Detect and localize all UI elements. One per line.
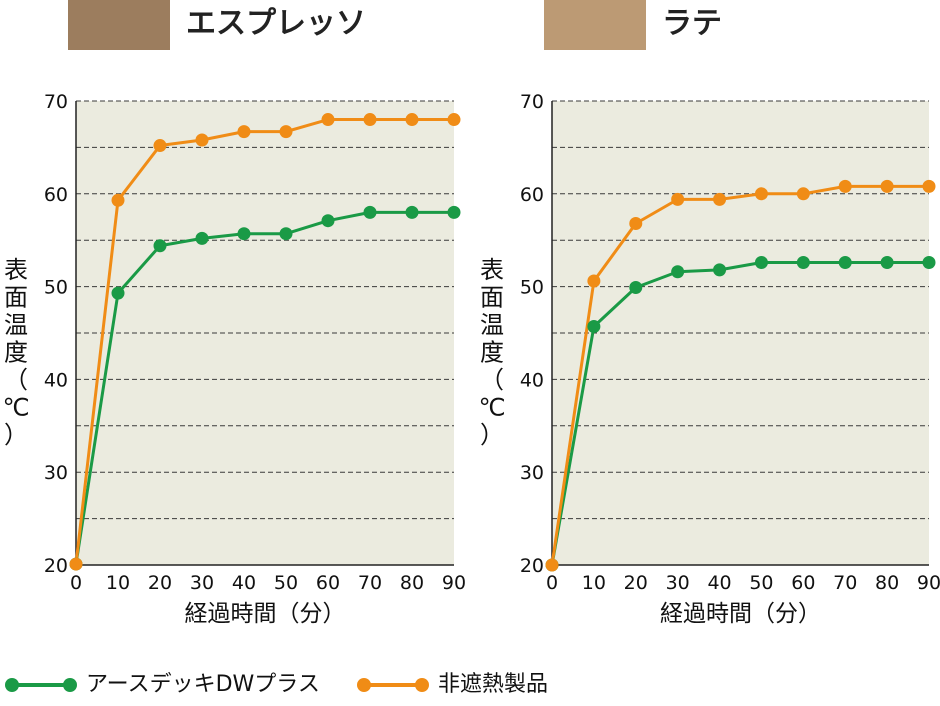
- swatch-espresso: [68, 0, 170, 50]
- charts-canvas: 20 30 40 50 60 70 0 10 20 30 40 50 60 70 80 90 経過時間（分） 表面…: [3, 91, 940, 627]
- series-line-1: [74, 118, 454, 565]
- legend-label-non-heat-shield: 非遮熱製品: [438, 672, 549, 697]
- data-point: [321, 113, 335, 127]
- y-tick-label: 70: [44, 91, 68, 113]
- x-tick-label: 70: [358, 572, 382, 594]
- data-point: [754, 255, 768, 269]
- data-point: [838, 179, 852, 193]
- x-tick-label: 50: [749, 572, 773, 594]
- y-tick-label: 50: [520, 277, 544, 299]
- x-tick-label: 20: [148, 572, 172, 594]
- data-point: [922, 179, 936, 193]
- data-point: [237, 227, 251, 241]
- data-point: [195, 133, 209, 147]
- data-point: [587, 320, 601, 334]
- legend-label-earthdeck: アースデッキDWプラス: [86, 672, 320, 697]
- y-tick-label: 70: [520, 91, 544, 113]
- chart-espresso: 20 30 40 50 60 70 0 10 20 30 40 50 60 70 80 90 経過時間（分） 表面…: [3, 91, 467, 627]
- data-point: [237, 125, 251, 139]
- y-tick-label: 30: [44, 462, 68, 484]
- data-point: [447, 205, 461, 219]
- series-line-0: [550, 260, 929, 566]
- y-tick-label: 60: [44, 184, 68, 206]
- data-point: [69, 557, 83, 571]
- x-axis-label: 経過時間（分）: [660, 601, 821, 627]
- legend-item-non-heat-shield: 非遮熱製品: [352, 668, 612, 702]
- data-point: [629, 281, 643, 295]
- y-tick-label: 40: [44, 369, 68, 391]
- x-tick-label: 40: [707, 572, 731, 594]
- legend-marker-earthdeck: [5, 678, 77, 692]
- legend-marker-non-heat-shield: [357, 678, 429, 692]
- y-axis-label: 表面温度（℃）: [479, 256, 506, 449]
- data-point: [153, 239, 167, 253]
- data-point: [587, 274, 601, 288]
- swatch-latte: [544, 0, 646, 50]
- x-tick-label: 30: [190, 572, 214, 594]
- data-point: [545, 558, 559, 572]
- x-tick-label: 90: [442, 572, 466, 594]
- x-tick-label: 60: [316, 572, 340, 594]
- data-point: [629, 216, 643, 230]
- chart-title-espresso: エスプレッソ: [186, 6, 366, 41]
- data-point: [671, 192, 685, 206]
- data-point: [279, 125, 293, 139]
- data-point: [796, 255, 810, 269]
- x-tick-label: 0: [70, 572, 82, 594]
- y-tick-label: 60: [520, 184, 544, 206]
- data-point: [363, 205, 377, 219]
- data-point: [363, 113, 377, 127]
- chart-latte: 20 30 40 50 60 70 0 10 20 30 40 50 60 70 80 90 経過時間（分） 表面…: [479, 91, 940, 627]
- x-axis-label: 経過時間（分）: [185, 601, 346, 627]
- x-tick-label: 50: [274, 572, 298, 594]
- x-tick-label: 60: [791, 572, 815, 594]
- x-tick-label: 10: [106, 572, 130, 594]
- data-point: [111, 286, 125, 300]
- x-tick-label: 0: [546, 572, 558, 594]
- y-tick-label: 20: [44, 555, 68, 577]
- data-point: [922, 255, 936, 269]
- data-point: [405, 113, 419, 127]
- data-point: [880, 179, 894, 193]
- data-point: [279, 227, 293, 241]
- x-tick-label: 80: [400, 572, 424, 594]
- legend: アースデッキDWプラス 非遮熱製品: [0, 668, 940, 702]
- data-point: [713, 263, 727, 277]
- y-tick-label: 30: [520, 462, 544, 484]
- legend-item-earthdeck: アースデッキDWプラス: [0, 668, 330, 702]
- data-point: [713, 192, 727, 206]
- data-point: [153, 139, 167, 153]
- y-tick-label: 50: [44, 277, 68, 299]
- data-point: [405, 205, 419, 219]
- data-point: [754, 187, 768, 201]
- y-axis-label: 表面温度（℃）: [3, 256, 30, 449]
- x-tick-label: 20: [624, 572, 648, 594]
- x-tick-label: 70: [833, 572, 857, 594]
- x-tick-label: 30: [666, 572, 690, 594]
- data-point: [671, 265, 685, 279]
- data-point: [880, 255, 894, 269]
- data-point: [195, 231, 209, 245]
- y-tick-label: 20: [520, 555, 544, 577]
- x-tick-label: 90: [917, 572, 940, 594]
- x-tick-label: 10: [582, 572, 606, 594]
- series-line-0: [74, 210, 454, 565]
- x-tick-label: 40: [232, 572, 256, 594]
- x-tick-label: 80: [875, 572, 899, 594]
- data-point: [838, 255, 852, 269]
- y-tick-label: 40: [520, 369, 544, 391]
- chart-title-latte: ラテ: [662, 6, 722, 41]
- data-point: [447, 113, 461, 127]
- data-point: [321, 214, 335, 228]
- data-point: [796, 187, 810, 201]
- data-point: [111, 193, 125, 207]
- series-line-1: [550, 184, 929, 566]
